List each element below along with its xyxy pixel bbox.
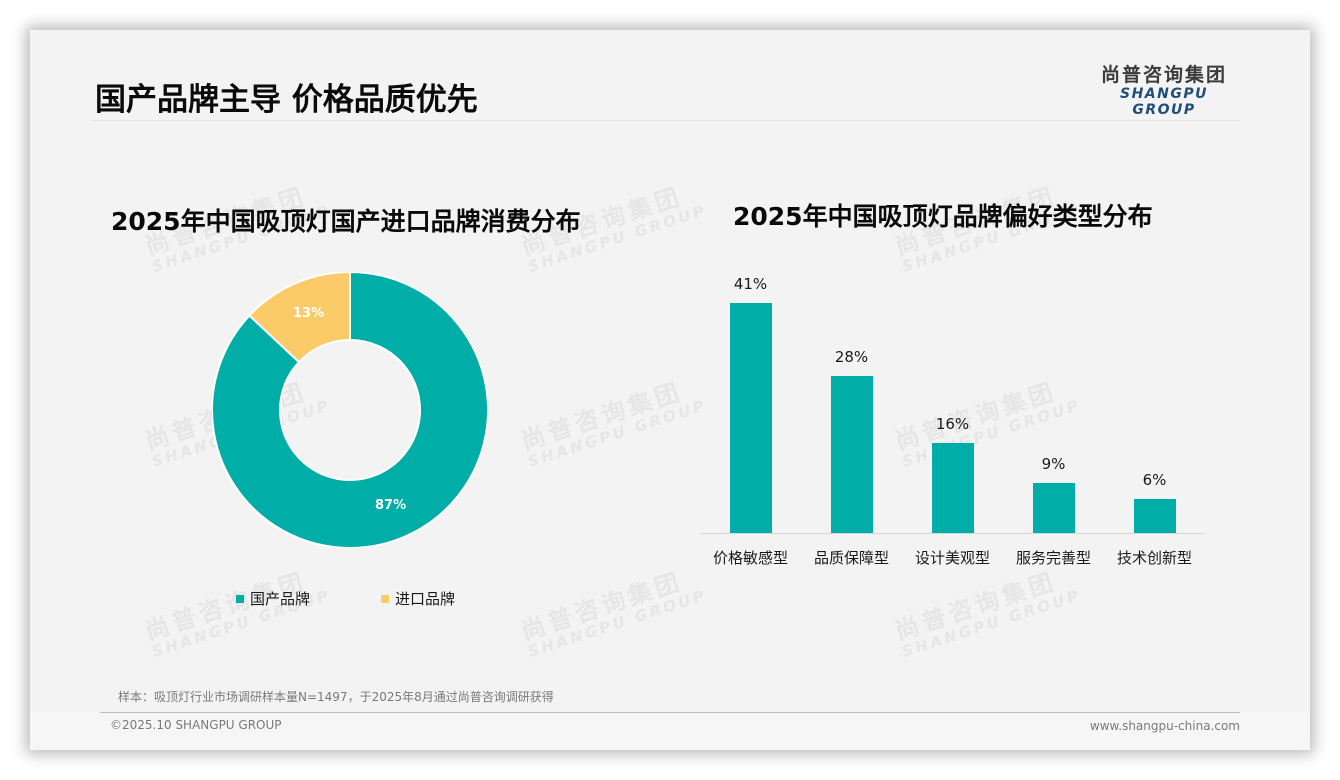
- bar-column: 6%: [1104, 471, 1205, 533]
- bar-value-label: 9%: [1041, 455, 1066, 473]
- logo-text-cn: 尚普咨询集团: [1100, 64, 1227, 86]
- bar-value-label: 6%: [1142, 471, 1167, 489]
- bar-column: 9%: [1003, 455, 1104, 533]
- legend-swatch-teal: [236, 594, 244, 603]
- bar: [1133, 499, 1176, 533]
- donut-slice: [212, 272, 488, 548]
- bar-column: 16%: [902, 415, 1003, 533]
- x-axis-category: 服务完善型: [1015, 549, 1091, 567]
- donut-graphic: [212, 272, 488, 548]
- bar-chart: 41% 28% 16% 9% 6% 价格敏感型 品质保障型 设计美观型 服务完善…: [700, 270, 1205, 575]
- x-axis-line: [700, 533, 1205, 534]
- logo-text-en: SHANGPU GROUP: [1120, 86, 1208, 118]
- donut-chart-title: 2025年中国吸顶灯国产进口品牌消费分布: [111, 207, 581, 236]
- bar-value-label: 28%: [834, 348, 869, 366]
- donut-chart: 87% 13%: [212, 272, 488, 548]
- bar: [729, 303, 772, 533]
- bar-chart-title: 2025年中国吸顶灯品牌偏好类型分布: [733, 202, 1153, 231]
- x-axis-category: 设计美观型: [914, 549, 990, 567]
- bar-column: 28%: [801, 348, 902, 533]
- bar: [830, 376, 873, 533]
- legend-item-imported: 进口品牌: [381, 588, 526, 609]
- donut-label-imported: 13%: [293, 306, 325, 321]
- bar-value-label: 41%: [733, 275, 768, 293]
- x-axis-category: 价格敏感型: [712, 549, 788, 567]
- legend-label: 进口品牌: [395, 590, 456, 608]
- title-divider: [92, 120, 1240, 121]
- bar: [1032, 483, 1075, 533]
- bar-value-label: 16%: [935, 415, 970, 433]
- x-axis-category: 技术创新型: [1116, 549, 1192, 567]
- donut-legend: 国产品牌 进口品牌: [236, 588, 526, 609]
- x-axis-category: 品质保障型: [813, 549, 889, 567]
- legend-swatch-yellow: [381, 594, 389, 603]
- donut-slice: [247, 272, 351, 364]
- slide: 尚普咨询集团 SHANGPU GROUP 尚普咨询集团 SHANGPU GROUP …: [30, 30, 1310, 750]
- sample-note: 样本：吸顶灯行业市场调研样本量N=1497，于2025年8月通过尚普咨询调研获得: [118, 690, 554, 704]
- copyright-text: ©2025.10 SHANGPU GROUP: [110, 718, 282, 732]
- donut-label-domestic: 87%: [375, 498, 407, 513]
- footer-divider: [100, 712, 1240, 713]
- bar-column: 41%: [700, 275, 801, 533]
- footer-band: [30, 712, 1310, 750]
- legend-label: 国产品牌: [250, 590, 311, 608]
- page-title: 国产品牌主导 价格品质优先: [95, 82, 478, 118]
- legend-item-domestic: 国产品牌: [236, 588, 381, 609]
- bar: [931, 443, 974, 533]
- company-logo: 尚普咨询集团 SHANGPU GROUP: [1088, 64, 1240, 118]
- website-link[interactable]: www.shangpu-china.com: [1089, 719, 1240, 733]
